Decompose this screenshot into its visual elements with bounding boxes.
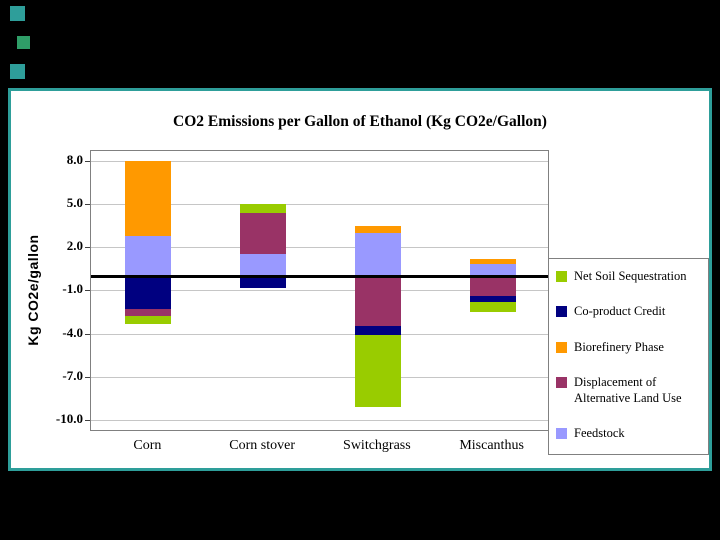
legend-item-label: Displacement of Alternative Land Use [574,375,682,405]
bar-segment [240,276,287,288]
y-tick-mark [85,160,90,162]
y-tick-label: 8.0 [66,151,83,167]
y-tick-mark [85,247,90,249]
y-tick-label: -7.0 [62,367,83,383]
y-tick-mark [85,376,90,378]
legend-item: Co-product Credit [556,304,704,320]
gridline [91,160,548,162]
chart-legend: Net Soil Sequestration Co-product Credit B… [548,258,709,455]
legend-item-label: Co-product Credit [574,304,666,319]
y-tick-mark [85,333,90,335]
legend-swatch [556,428,567,440]
bar-segment [469,296,516,302]
legend-item: Biorefinery Phase [556,340,704,356]
bar-segment [125,235,172,276]
chart-title: CO2 Emissions per Gallon of Ethanol (Kg … [173,113,547,130]
x-axis-category-labels: Corn Corn stover Switchgrass Miscanthus [90,438,549,458]
y-tick-mark [85,290,90,292]
x-category-label: Corn stover [229,438,295,453]
legend-item: Net Soil Sequestration [556,269,704,285]
bar-segment [469,301,516,312]
x-category-label: Switchgrass [343,438,411,453]
decor-square-2 [17,36,30,49]
y-tick-label: -1.0 [62,281,83,297]
gridline [91,376,548,378]
legend-swatch [556,306,567,318]
legend-swatch [556,271,567,282]
x-category-label: Miscanthus [459,438,524,453]
bar-segment [125,276,172,310]
gridline [91,204,548,205]
bar-segment [240,204,287,213]
y-tick-mark [85,204,90,205]
bar-segment [354,232,401,276]
legend-item-label: Feedstock [574,426,625,441]
slide: CO2 Emissions per Gallon of Ethanol (Kg … [8,88,712,471]
legend-swatch [556,341,567,353]
bar-segment [354,276,401,327]
bar-segment [240,254,287,276]
y-axis-tick-labels: 8.0 5.0 2.0 -1.0 -4.0 -7.0 -10.0 [39,150,83,431]
bar-segment [125,309,172,317]
y-tick-label: -10.0 [55,411,83,426]
decor-square-1 [10,6,25,21]
gridline [91,333,548,335]
decor-square-3 [10,64,25,79]
gridline [91,290,548,292]
legend-item: Displacement of Alternative Land Use [556,375,704,406]
legend-swatch [556,377,567,389]
bar-segment [354,335,401,408]
y-tick-mark [85,420,90,421]
gridline [91,247,548,249]
bar-segment [469,258,516,265]
legend-item-label: Biorefinery Phase [574,339,664,354]
bar-segment [354,326,401,336]
bar-segment [240,212,287,255]
plot-area [85,150,549,431]
legend-item-label: Net Soil Sequestration [574,269,687,283]
bar-segment [125,316,172,324]
legend-item: Feedstock [556,426,704,442]
gridline [91,420,548,421]
y-tick-label: -4.0 [62,324,83,340]
y-tick-label: 5.0 [66,195,83,210]
bar-segment [469,264,516,276]
bar-segment [354,225,401,233]
x-category-label: Corn [133,438,162,453]
y-tick-label: 2.0 [66,238,83,254]
bar-segment [469,276,516,297]
bar-segment [125,160,172,236]
zero-baseline [91,275,548,278]
